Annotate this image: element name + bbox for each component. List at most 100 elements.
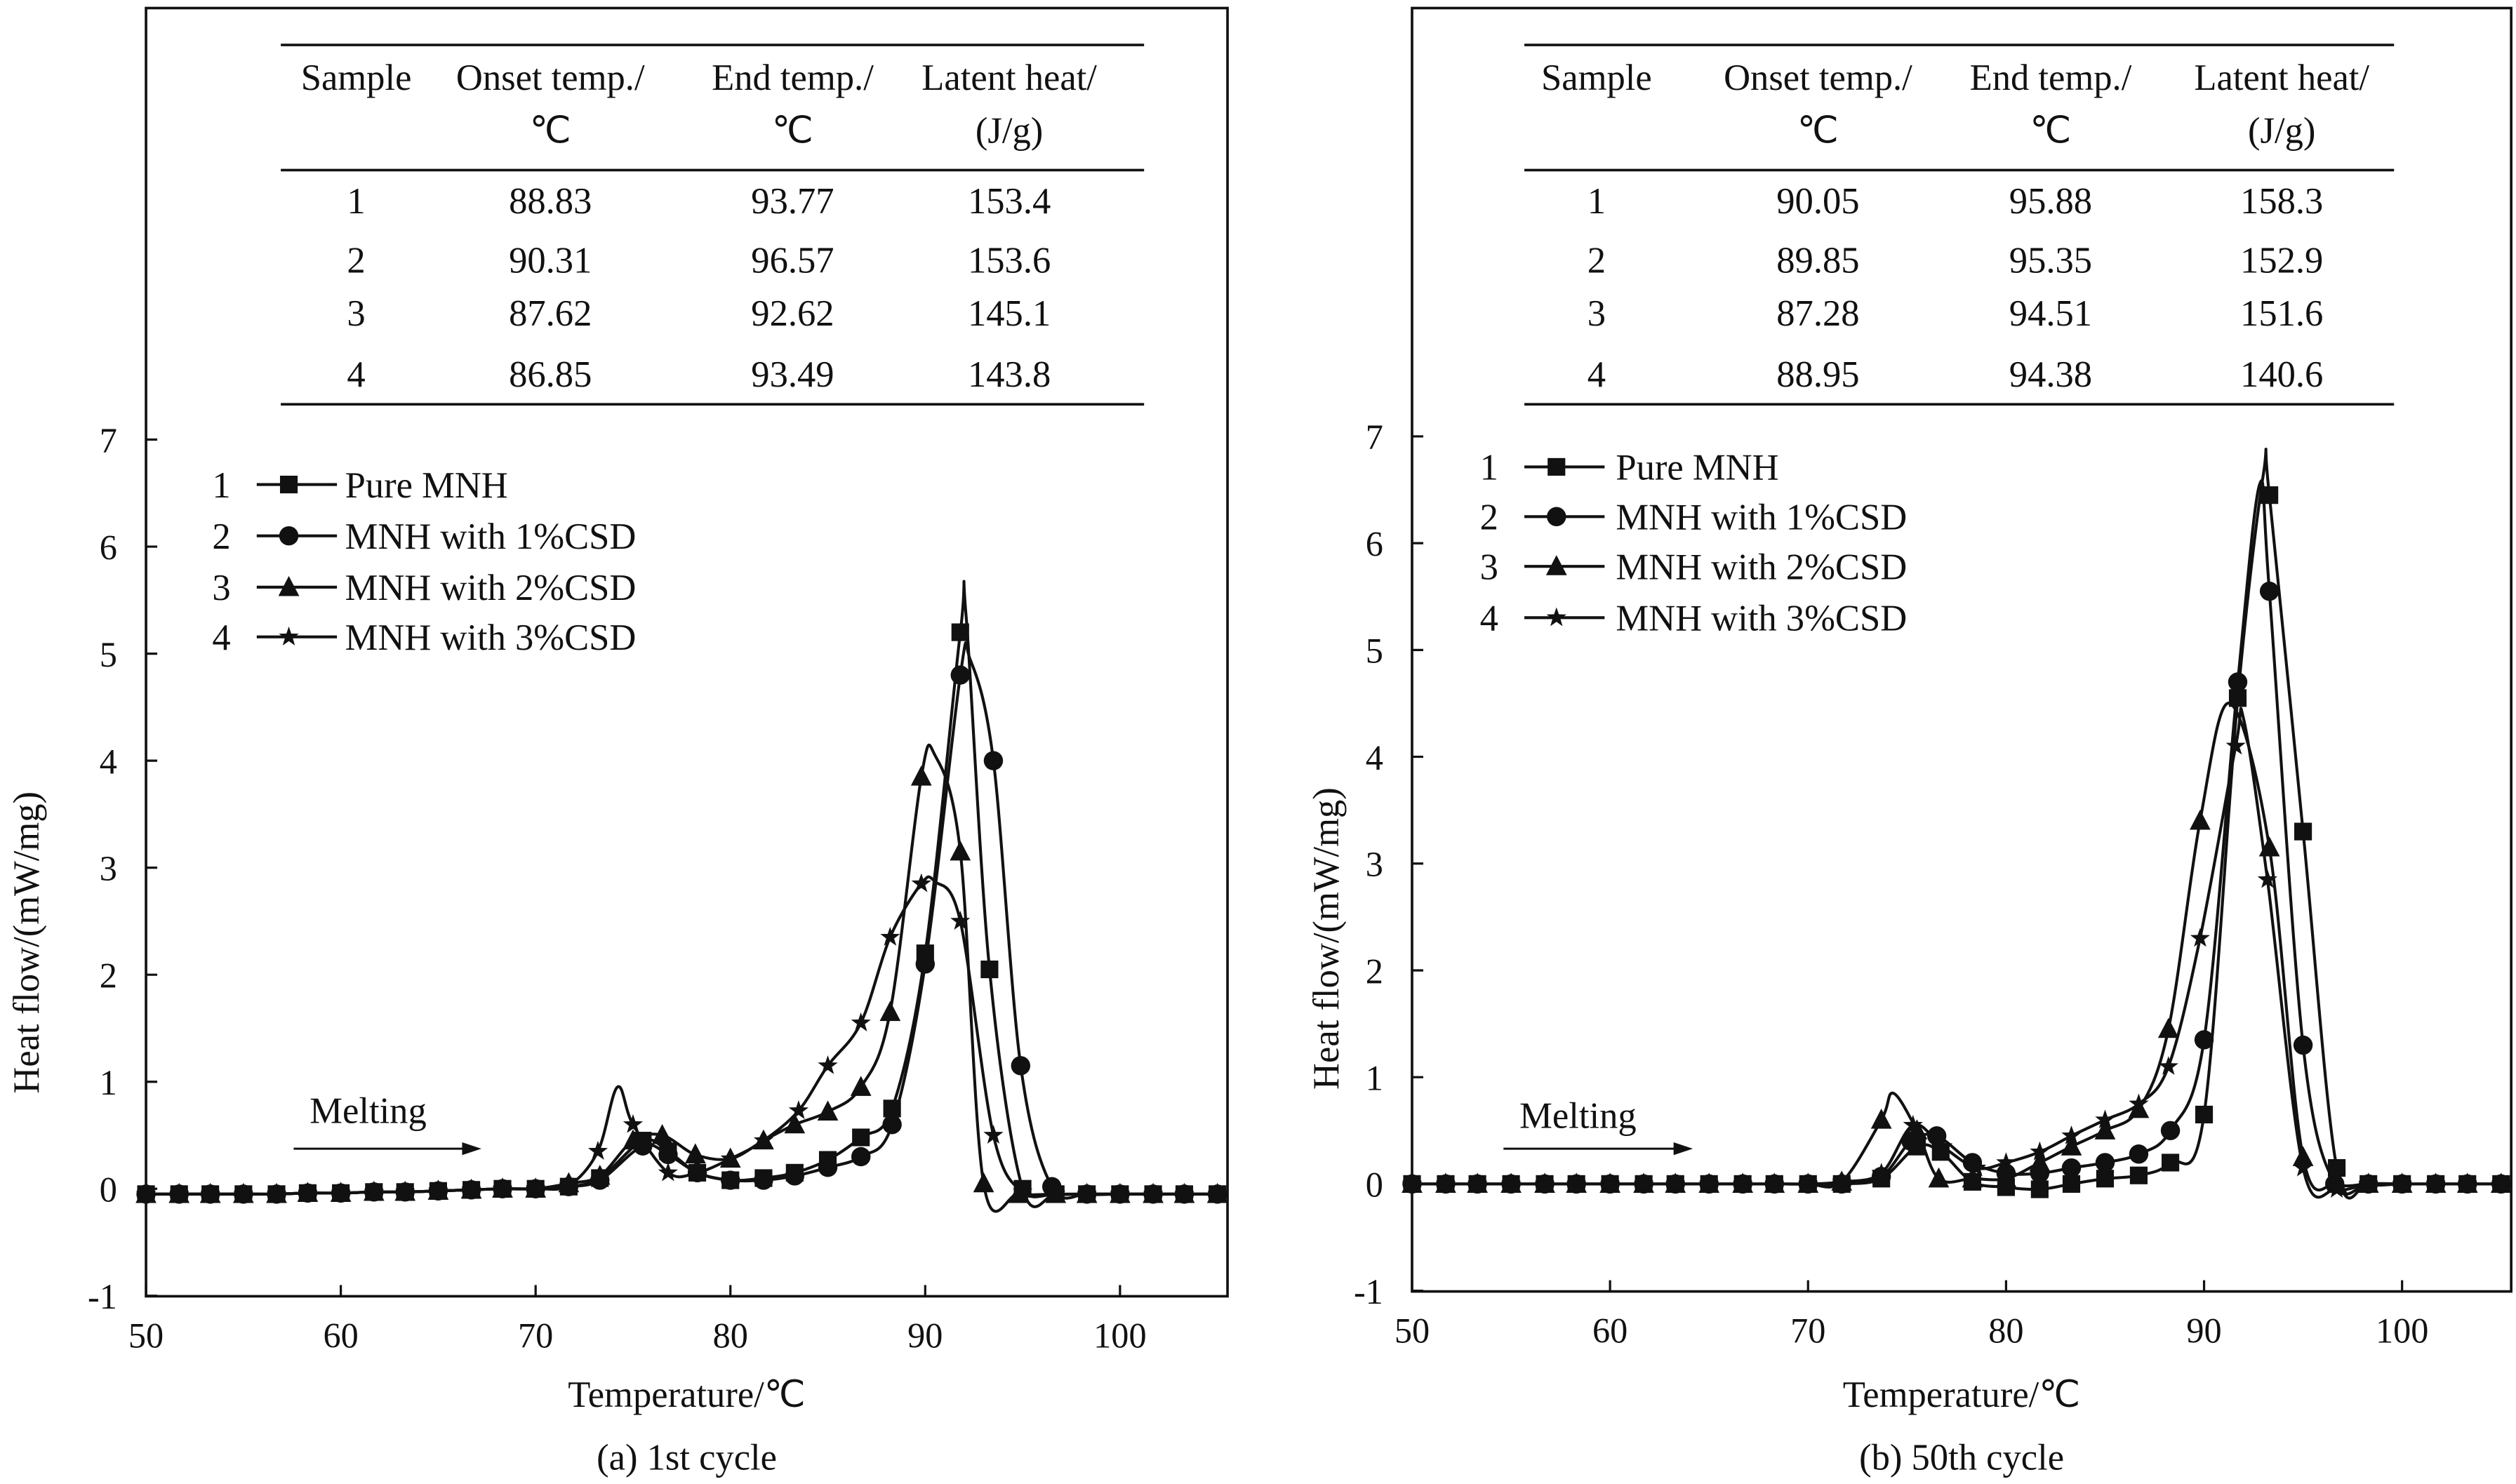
data-point-star xyxy=(2030,1141,2050,1161)
melting-annotation: Melting xyxy=(309,1091,427,1132)
data-point-triangle xyxy=(950,840,971,861)
data-point-star xyxy=(1699,1173,1719,1193)
data-point-triangle xyxy=(784,1113,806,1134)
data-point-circle xyxy=(2129,1144,2149,1164)
table-header: Sample xyxy=(301,58,412,98)
data-point-star xyxy=(1046,1183,1066,1203)
data-point-square xyxy=(2062,1175,2081,1193)
data-point-star xyxy=(1599,1173,1620,1193)
table-cell: 87.62 xyxy=(509,293,592,334)
legend-number: 1 xyxy=(212,465,230,506)
y-tick-label: 4 xyxy=(1366,738,1383,777)
table-header: Sample xyxy=(1541,58,1652,98)
table-header: Latent heat/ xyxy=(2194,58,2369,98)
table-cell: 2 xyxy=(1588,241,1606,281)
data-point-star xyxy=(461,1179,481,1198)
legend-label: Pure MNH xyxy=(345,465,508,506)
series-4 xyxy=(135,873,1227,1203)
table-header: End temp./ xyxy=(1970,58,2132,98)
table-cell: 1 xyxy=(1588,181,1606,222)
data-point-star xyxy=(1903,1114,1923,1134)
legend-marker-circle xyxy=(279,526,299,546)
legend-label: MNH with 2%CSD xyxy=(1616,547,1907,587)
legend-number: 3 xyxy=(212,568,230,608)
data-point-star xyxy=(1534,1173,1555,1193)
x-axis-label: Temperature/℃ xyxy=(1843,1375,2081,1415)
data-point-star xyxy=(1207,1183,1227,1203)
legend-marker-star xyxy=(279,626,299,646)
data-point-star xyxy=(2158,1056,2178,1075)
table-cell: 3 xyxy=(1588,293,1606,334)
arrow-head-icon xyxy=(462,1142,481,1156)
data-point-star xyxy=(2392,1173,2412,1193)
y-tick-label: -1 xyxy=(1354,1272,1383,1311)
data-point-circle xyxy=(1011,1056,1031,1076)
series-line xyxy=(146,641,1218,1200)
y-tick-label: 0 xyxy=(1366,1165,1383,1205)
data-point-star xyxy=(851,1012,871,1031)
data-point-circle xyxy=(2160,1121,2181,1141)
data-point-star xyxy=(818,1055,838,1074)
table-cell: 95.88 xyxy=(2009,181,2092,222)
data-point-star xyxy=(428,1180,448,1200)
data-point-circle xyxy=(2293,1035,2313,1055)
x-tick-label: 60 xyxy=(323,1316,358,1356)
table-cell: 143.8 xyxy=(968,354,1051,395)
data-point-triangle xyxy=(2190,809,2211,830)
table-header-unit: ℃ xyxy=(2030,111,2071,152)
data-point-square xyxy=(2096,1170,2115,1188)
y-tick-label: 2 xyxy=(100,956,117,995)
y-axis-label: Heat flow/(mW/mg) xyxy=(1306,787,1347,1090)
table-header-unit: (J/g) xyxy=(2248,111,2315,152)
legend-number: 1 xyxy=(1480,448,1498,488)
table-cell: 88.95 xyxy=(1776,354,1859,395)
table-cell: 96.57 xyxy=(751,241,834,281)
data-point-circle xyxy=(658,1144,678,1165)
data-point-star xyxy=(880,926,900,946)
data-point-star xyxy=(1435,1173,1456,1193)
table-header: Onset temp./ xyxy=(456,58,645,98)
data-point-triangle xyxy=(2094,1119,2116,1139)
data-point-triangle xyxy=(1962,1167,1983,1188)
table-cell: 3 xyxy=(347,293,365,334)
data-point-square xyxy=(2161,1154,2180,1172)
y-tick-label: 4 xyxy=(100,742,117,781)
y-tick-label: 5 xyxy=(1366,631,1383,671)
data-point-star xyxy=(2061,1125,2082,1144)
x-tick-label: 80 xyxy=(1988,1311,2023,1351)
data-point-star xyxy=(2257,869,2278,888)
data-point-star xyxy=(364,1181,384,1201)
legend-marker-triangle xyxy=(278,575,300,596)
table-header: End temp./ xyxy=(712,58,874,98)
x-tick-label: 90 xyxy=(2186,1311,2221,1351)
data-point-star xyxy=(1467,1173,1488,1193)
y-tick-label: 2 xyxy=(1366,951,1383,991)
y-tick-label: -1 xyxy=(88,1277,117,1316)
table-cell: 1 xyxy=(347,181,365,222)
y-tick-label: 7 xyxy=(100,421,117,460)
legend-marker-circle xyxy=(1547,507,1566,526)
data-point-circle xyxy=(2259,581,2279,601)
table-header-unit: (J/g) xyxy=(976,111,1043,152)
panel-b: 50 60 70 80 90 100 -1 0 1 2 3 4 5 6 7 Temperature/℃ (b) … xyxy=(1306,6,2512,1478)
data-point-star xyxy=(298,1182,318,1202)
data-point-star xyxy=(587,1140,608,1160)
table-cell: 94.51 xyxy=(2009,293,2092,334)
data-point-triangle xyxy=(879,1001,901,1022)
data-point-star xyxy=(1832,1171,1852,1191)
data-point-triangle xyxy=(651,1123,673,1144)
table-cell: 158.3 xyxy=(2240,181,2323,222)
data-point-triangle xyxy=(2029,1151,2051,1172)
legend-label: MNH with 2%CSD xyxy=(345,568,637,608)
data-point-star xyxy=(559,1175,579,1194)
data-point-triangle xyxy=(2061,1135,2082,1156)
data-point-star xyxy=(1996,1152,2016,1171)
data-point-triangle xyxy=(817,1100,839,1121)
table-cell: 140.6 xyxy=(2240,354,2323,395)
table-cell: 94.38 xyxy=(2009,354,2092,395)
legend-item: 4 MNH with 3%CSD xyxy=(1480,599,1908,639)
y-tick-label: 3 xyxy=(100,849,117,888)
data-point-circle xyxy=(851,1147,871,1167)
data-point-square xyxy=(2030,1180,2049,1198)
